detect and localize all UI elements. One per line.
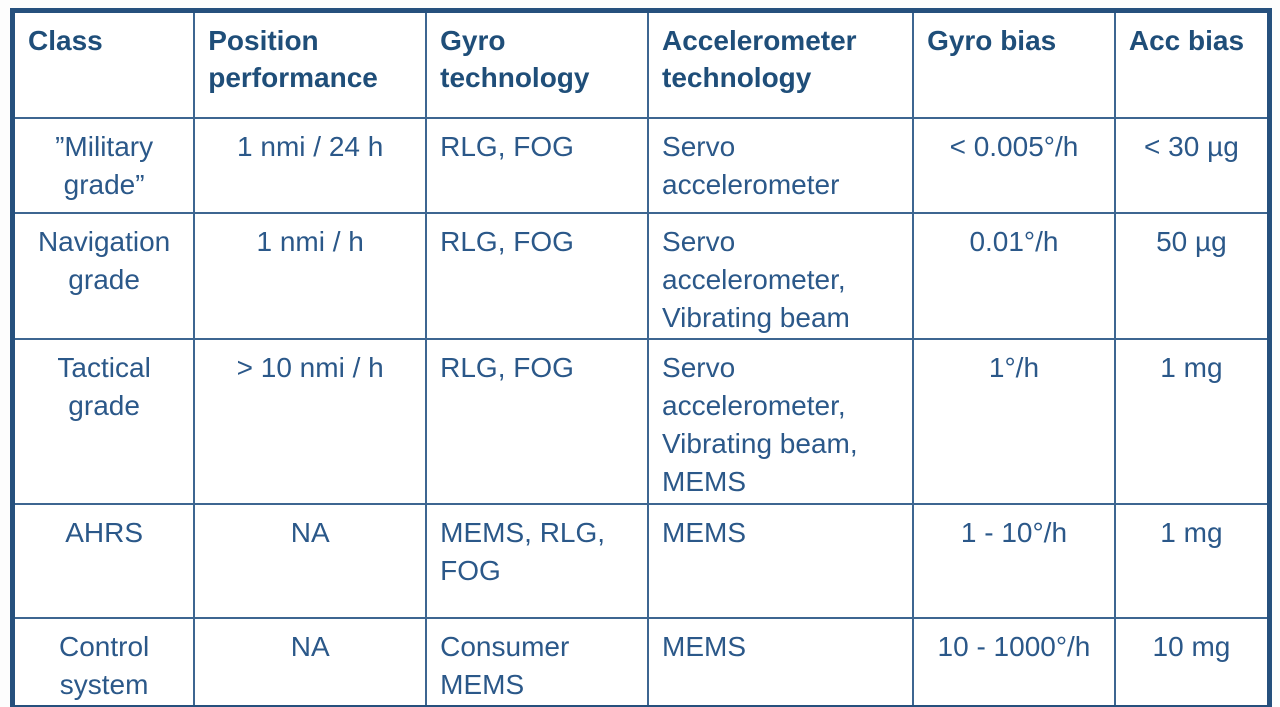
table-cell: 1 - 10°/h	[912, 502, 1116, 619]
table-cell: RLG, FOG	[425, 337, 650, 505]
table-cell: 50 µg	[1113, 211, 1271, 340]
table-cell: NA	[193, 616, 428, 707]
table-cell: NA	[193, 502, 428, 619]
table-cell: MEMS	[647, 502, 915, 619]
table-cell: > 10 nmi / h	[193, 337, 428, 505]
table-row: Control system NA Consumer MEMS MEMS 10 …	[11, 616, 1271, 707]
table-cell: Navigation grade	[11, 211, 196, 340]
column-header-position-performance: Position performance	[193, 9, 428, 119]
table-cell: 1°/h	[912, 337, 1116, 505]
table-cell: Servo accelerometer, Vibrating beam	[647, 211, 915, 340]
column-header-class: Class	[11, 9, 196, 119]
table-cell: < 0.005°/h	[912, 116, 1116, 214]
column-header-gyro-technology: Gyro technology	[425, 9, 650, 119]
table-cell: Servo accelerometer, Vibrating beam, MEM…	[647, 337, 915, 505]
table-cell: MEMS	[647, 616, 915, 707]
table-cell: RLG, FOG	[425, 116, 650, 214]
table-cell: < 30 µg	[1113, 116, 1271, 214]
table-cell: 0.01°/h	[912, 211, 1116, 340]
table-cell: Servo accelerometer	[647, 116, 915, 214]
table-cell: 1 mg	[1113, 337, 1271, 505]
table-cell: 1 mg	[1113, 502, 1271, 619]
table-cell: Tactical grade	[11, 337, 196, 505]
table-cell: AHRS	[11, 502, 196, 619]
imu-grade-table: Class Position performance Gyro technolo…	[10, 8, 1272, 707]
table-cell: 1 nmi / 24 h	[193, 116, 428, 214]
table-cell: 10 - 1000°/h	[912, 616, 1116, 707]
table-header-row: Class Position performance Gyro technolo…	[11, 9, 1271, 119]
table-row: ”Military grade” 1 nmi / 24 h RLG, FOG S…	[11, 116, 1271, 214]
table-cell: RLG, FOG	[425, 211, 650, 340]
table-cell: Control system	[11, 616, 196, 707]
table-row: Tactical grade > 10 nmi / h RLG, FOG Ser…	[11, 337, 1271, 505]
table-cell: 10 mg	[1113, 616, 1271, 707]
table-cell: Consumer MEMS	[425, 616, 650, 707]
table-row: AHRS NA MEMS, RLG, FOG MEMS 1 - 10°/h 1 …	[11, 502, 1271, 619]
table-cell: ”Military grade”	[11, 116, 196, 214]
table-row: Navigation grade 1 nmi / h RLG, FOG Serv…	[11, 211, 1271, 340]
column-header-gyro-bias: Gyro bias	[912, 9, 1116, 119]
table-cell: 1 nmi / h	[193, 211, 428, 340]
table-cell: MEMS, RLG, FOG	[425, 502, 650, 619]
column-header-accelerometer-technology: Accelerometer technology	[647, 9, 915, 119]
column-header-acc-bias: Acc bias	[1113, 9, 1271, 119]
